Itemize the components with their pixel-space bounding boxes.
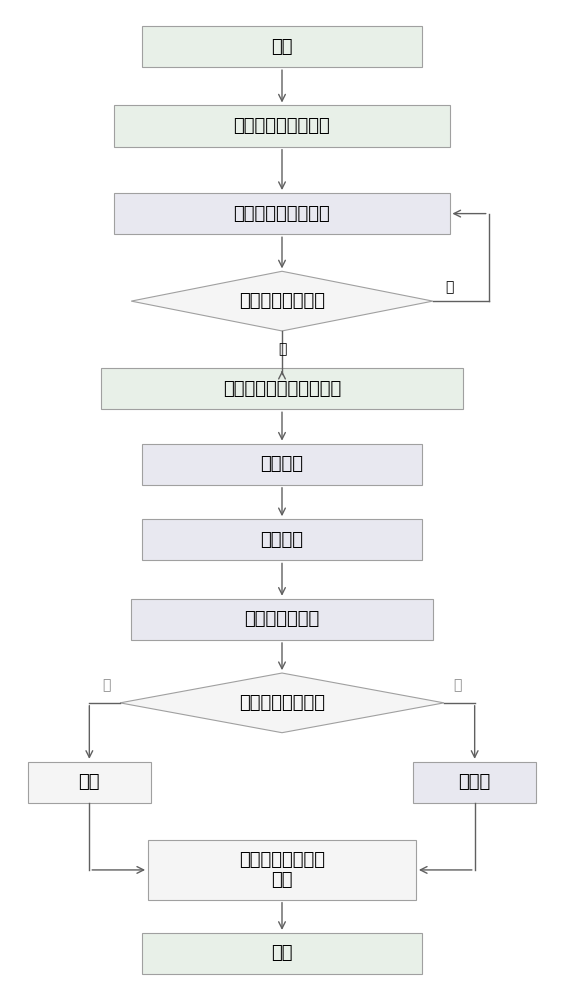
Bar xyxy=(142,26,422,67)
Bar xyxy=(142,519,422,560)
Text: 边缘提取: 边缘提取 xyxy=(261,531,303,549)
Text: 上位机发出运动指令: 上位机发出运动指令 xyxy=(233,117,331,135)
Text: 滑台带动克力计运动: 滑台带动克力计运动 xyxy=(233,205,331,223)
Text: 图像采集: 图像采集 xyxy=(261,455,303,473)
Polygon shape xyxy=(120,673,444,733)
Text: 触点接触是否断开: 触点接触是否断开 xyxy=(239,292,325,310)
Text: 合格: 合格 xyxy=(78,773,100,791)
Text: 否: 否 xyxy=(453,678,462,692)
Text: 是: 是 xyxy=(278,342,286,356)
Text: 否: 否 xyxy=(445,280,453,294)
Text: 上位机发出图像采集指令: 上位机发出图像采集指令 xyxy=(223,380,341,398)
Bar xyxy=(142,933,422,974)
Bar xyxy=(413,762,536,803)
Bar xyxy=(100,368,464,409)
Bar xyxy=(114,193,450,234)
Bar xyxy=(28,762,151,803)
Bar xyxy=(142,444,422,485)
Text: 是: 是 xyxy=(102,678,111,692)
Polygon shape xyxy=(131,271,433,331)
Text: 结束: 结束 xyxy=(271,944,293,962)
Bar xyxy=(114,105,450,147)
Text: 测量数据上传到上
位机: 测量数据上传到上 位机 xyxy=(239,851,325,889)
Bar xyxy=(148,840,416,900)
Text: 是否符合设计要求: 是否符合设计要求 xyxy=(239,694,325,712)
Text: 计算触点初压力: 计算触点初压力 xyxy=(244,610,320,628)
Text: 开始: 开始 xyxy=(271,38,293,56)
Bar xyxy=(131,599,433,640)
Text: 不合格: 不合格 xyxy=(459,773,491,791)
